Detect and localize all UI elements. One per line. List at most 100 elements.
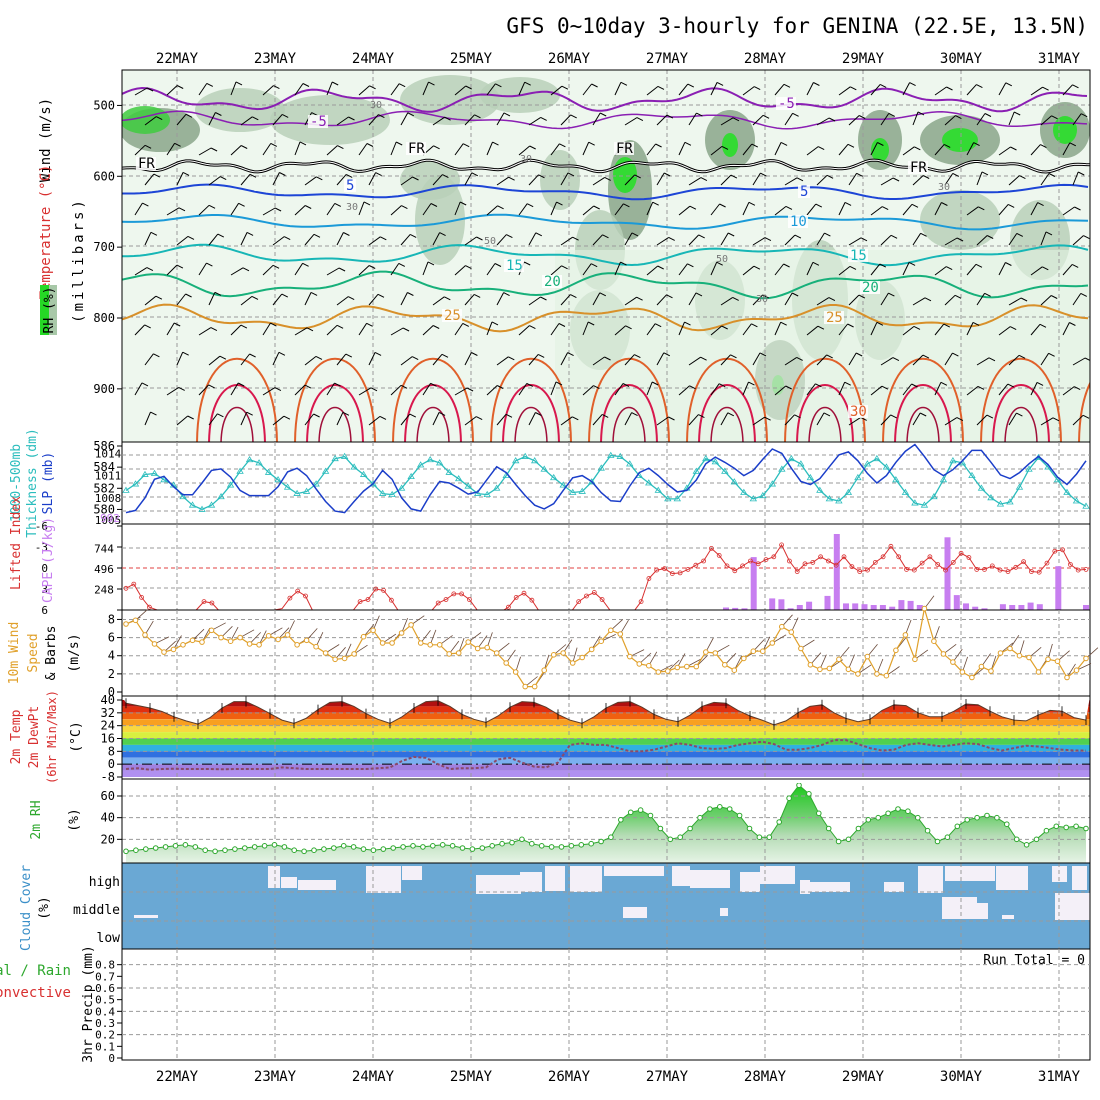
temperature-band — [122, 719, 1090, 726]
thickness-point — [207, 501, 216, 508]
wind-barb-shaft — [976, 235, 988, 246]
cloud-gap — [623, 907, 647, 918]
wind-barb-flag — [631, 412, 638, 417]
axis-tick-label: 24 — [101, 719, 115, 733]
li-tick-label: 0 — [41, 562, 48, 575]
wind-barb-flag — [306, 327, 314, 332]
rh-point — [766, 834, 773, 841]
rh-point — [1053, 823, 1060, 830]
wind-barb-flag — [920, 232, 927, 237]
wind-barb-flag — [402, 327, 410, 332]
wind-barb-flag — [1050, 295, 1058, 299]
wind-barb-flag — [567, 172, 575, 177]
wind-barb-flag — [1077, 171, 1085, 176]
wind-barb-shaft — [880, 292, 889, 306]
contour-label: 5 — [800, 184, 808, 200]
temperature-band — [122, 712, 1090, 720]
rh-point — [499, 840, 505, 847]
rh-point — [321, 846, 327, 852]
cloud-gap — [281, 877, 297, 888]
wind-barb-shaft — [966, 84, 977, 96]
wind-barb-shaft — [496, 112, 505, 126]
rh-point — [608, 834, 614, 841]
rh-point — [212, 848, 218, 855]
wind-barb-shaft — [934, 382, 942, 396]
wind-barb-shaft — [1040, 173, 1050, 186]
wind-barb-shaft — [432, 174, 443, 186]
wind-barb-flag — [922, 354, 930, 359]
wind-speed-point — [712, 650, 719, 656]
wind-barb-flag — [474, 114, 481, 119]
wind-barb-shaft — [678, 263, 688, 276]
wind-barb-shaft — [390, 384, 402, 396]
wind-barb-flag — [537, 353, 545, 358]
lifted-index-point — [1075, 567, 1081, 573]
wind-barb-flag — [716, 261, 723, 266]
cape-bar — [999, 604, 1006, 610]
wind-barb-flag — [368, 265, 376, 269]
wind-speed-point — [284, 632, 291, 638]
wind-barb-shaft — [752, 416, 765, 426]
wind-barb-flag — [792, 112, 799, 117]
wind-barb-flag — [375, 172, 382, 177]
wind-barb-flag — [780, 321, 787, 326]
wind-barb-flag — [337, 145, 344, 150]
wind-barb-flag — [911, 383, 918, 388]
wind-barb-flag — [331, 81, 339, 86]
thickness-point — [949, 457, 957, 464]
contour-label: 50 — [716, 254, 728, 265]
wind-barb-shaft — [390, 141, 397, 156]
lifted-index-point — [841, 554, 847, 560]
wind-barb-shaft — [646, 265, 659, 276]
wind-barb-flag — [847, 143, 855, 148]
rh-point — [944, 834, 951, 841]
wind-barb-flag — [751, 323, 758, 328]
contour-label: 30 — [938, 182, 950, 193]
wind-barb-flag — [689, 205, 697, 210]
thickness-point — [331, 454, 339, 462]
precip-tick-label: 0.4 — [95, 1005, 115, 1018]
lifted-index-point — [373, 586, 379, 592]
rh-point — [152, 845, 159, 851]
upper-panel: -5 -5 FR FR FR FR 5 5 10 15 15 20 20 25 25 30 30 30 30 50 50… — [38, 69, 1091, 443]
wind-barb-flag — [407, 292, 414, 296]
rh-point — [717, 804, 723, 810]
rh-series — [123, 783, 1089, 855]
wind-barb-shaft — [400, 112, 409, 126]
wind-barb-flag — [973, 142, 980, 147]
wind-speed-point — [750, 648, 757, 655]
rh-point — [786, 795, 792, 802]
rh-point — [627, 809, 634, 816]
wind-barb-flag — [153, 353, 160, 358]
wind-barb-flag — [978, 206, 985, 211]
wind-barb-shaft — [976, 357, 990, 366]
contour-label-bg — [614, 142, 634, 155]
wind-barb-shaft — [208, 176, 221, 186]
wind-speed-point — [465, 639, 472, 645]
wind-barb-flag — [430, 382, 437, 387]
axis-tick-label: 6 — [108, 631, 115, 645]
wind-barb-shaft — [710, 203, 720, 216]
wind-speed-point — [940, 651, 947, 657]
wind-barb-shaft — [272, 114, 283, 126]
wind-barb-flag — [860, 237, 868, 242]
lifted-index-point — [794, 569, 800, 574]
wind-speed-point — [569, 660, 576, 666]
wind-barb-shaft — [134, 87, 148, 96]
wind-barb-flag — [185, 293, 192, 298]
wind-barb-shaft — [240, 296, 253, 306]
li-tick-label: -6 — [35, 520, 48, 533]
wind-barb-flag — [663, 352, 671, 357]
wind-barb-shaft — [998, 82, 1007, 96]
wind-barb-flag — [217, 233, 225, 238]
wind-barb-flag — [890, 234, 898, 239]
rh-point — [133, 847, 139, 854]
wind-barb-flag — [812, 261, 820, 266]
rh-point — [390, 845, 397, 851]
wind-speed-point — [1054, 658, 1061, 665]
wind-barb-shaft — [528, 116, 541, 126]
thickness-point — [407, 472, 415, 480]
rh-point — [251, 844, 258, 850]
wind-barb-shaft — [998, 146, 1011, 156]
